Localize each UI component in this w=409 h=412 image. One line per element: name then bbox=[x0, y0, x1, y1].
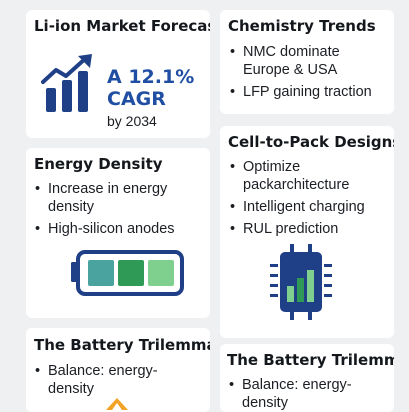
energy-density-title: Energy Density bbox=[34, 155, 163, 173]
warning-triangle-icon bbox=[106, 398, 128, 410]
battery-trilemma-list-left: Balance: energy-density bbox=[35, 362, 200, 402]
battery-trilemma-title-right: The Battery Trilemma bbox=[227, 351, 394, 369]
energy-bullet-1: Increase in energy density bbox=[35, 180, 207, 216]
cell-to-pack-list: Optimize packarchitecture Intelligent ch… bbox=[230, 158, 390, 242]
bar-chart-growth-icon bbox=[41, 54, 92, 112]
market-forecast-title: Li-ion Market Forecast bbox=[34, 17, 210, 35]
cell-to-pack-title: Cell-to-Pack Designs bbox=[228, 133, 394, 151]
battery-trilemma-title-left: The Battery Trilemma bbox=[34, 336, 210, 354]
chemistry-trends-card: Chemistry Trends NMC dominate Europe & U… bbox=[220, 10, 394, 114]
ctp-bullet-2: Intelligent charging bbox=[230, 198, 390, 216]
trilemma-left-bullet-1: Balance: energy-density bbox=[35, 362, 200, 398]
chemistry-bullet-1: NMC dominate Europe & USA bbox=[230, 43, 380, 79]
chemistry-trends-list: NMC dominate Europe & USA LFP gaining tr… bbox=[230, 43, 380, 105]
energy-density-card: Energy Density Increase in energy densit… bbox=[26, 148, 210, 318]
chemistry-bullet-2: LFP gaining traction bbox=[230, 83, 380, 101]
battery-trilemma-card-right: The Battery Trilemma Balance: energy-den… bbox=[220, 344, 394, 412]
trilemma-right-bullet-1: Balance: energy-density bbox=[229, 376, 389, 412]
cagr-label: CAGR bbox=[107, 88, 166, 110]
cell-to-pack-card: Cell-to-Pack Designs Optimize packarchit… bbox=[220, 126, 394, 338]
battery-trilemma-list-right: Balance: energy-density bbox=[229, 376, 389, 412]
battery-chip-icon bbox=[270, 244, 332, 320]
chemistry-trends-title: Chemistry Trends bbox=[228, 17, 376, 35]
battery-trilemma-card-left: The Battery Trilemma Balance: energy-den… bbox=[26, 328, 210, 412]
ctp-bullet-1: Optimize packarchitecture bbox=[230, 158, 390, 194]
cagr-year: by 2034 bbox=[107, 113, 157, 129]
battery-icon bbox=[71, 250, 184, 296]
energy-bullet-2: High-silicon anodes bbox=[35, 220, 207, 238]
ctp-bullet-3: RUL prediction bbox=[230, 220, 390, 238]
cagr-value: A 12.1% bbox=[107, 66, 195, 88]
energy-density-list: Increase in energy density High-silicon … bbox=[35, 180, 207, 242]
market-forecast-card: Li-ion Market Forecast A 12.1% CAGR by 2… bbox=[26, 10, 210, 138]
